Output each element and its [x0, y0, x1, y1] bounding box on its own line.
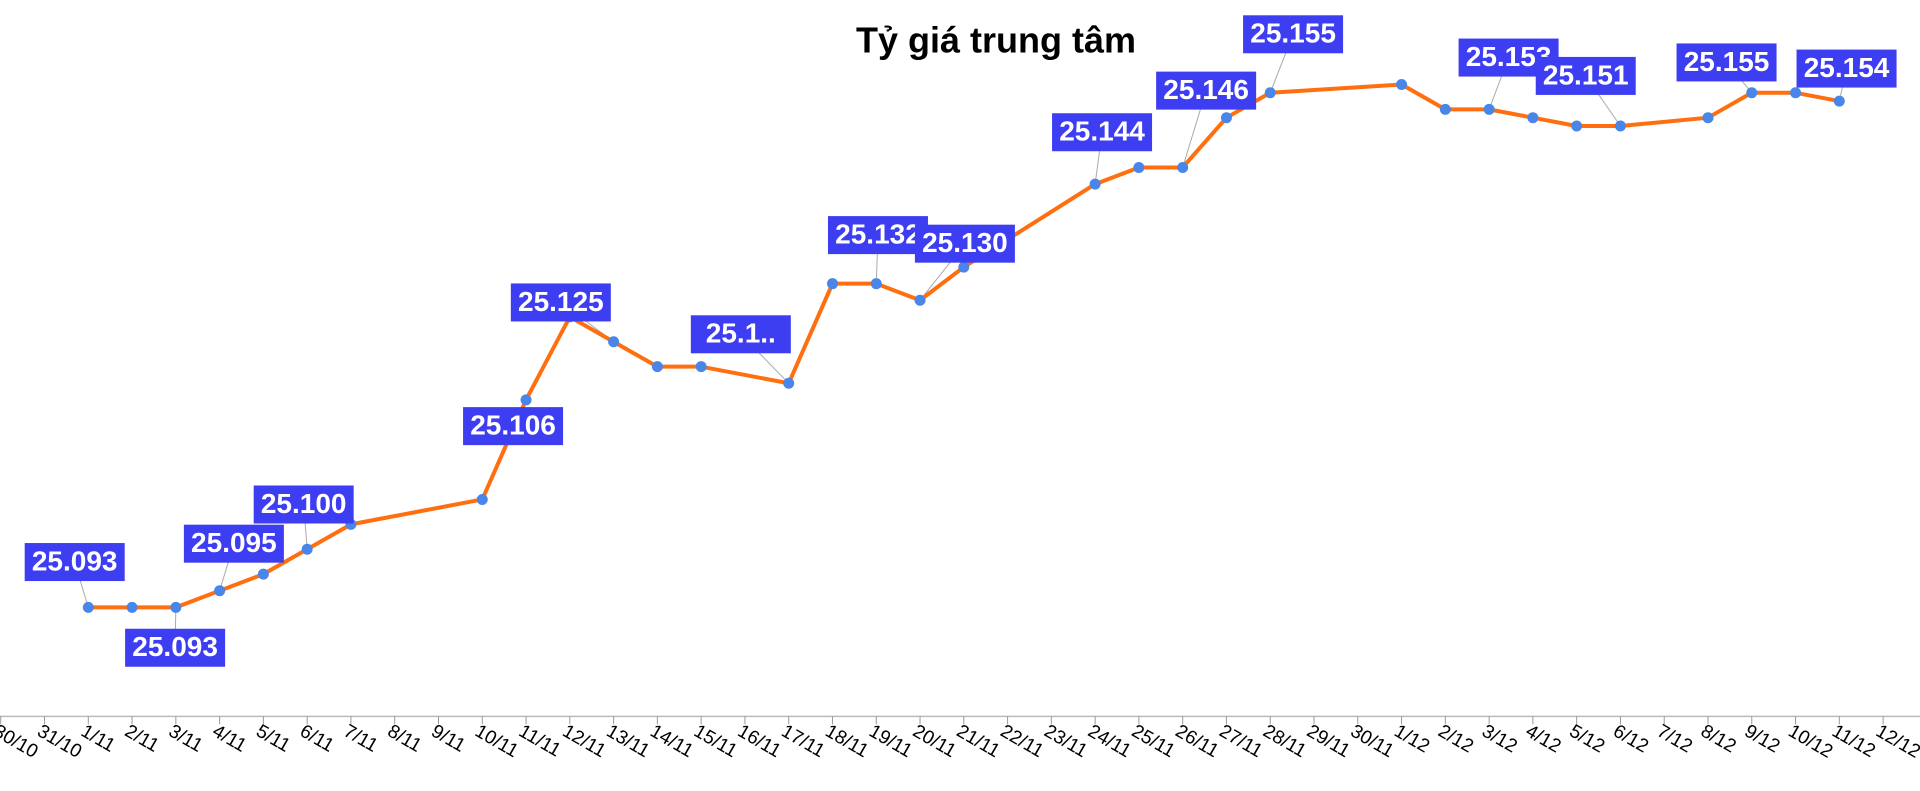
chart-title: Tỷ giá trung tâm — [856, 20, 1136, 61]
label-box — [183, 524, 284, 563]
data-line-group — [82, 78, 1845, 613]
data-point — [1483, 103, 1495, 115]
data-point — [1702, 112, 1714, 124]
data-point — [1614, 120, 1626, 132]
label-box — [1243, 15, 1344, 54]
data-label: 25.151 — [1543, 59, 1629, 90]
label-box — [690, 315, 791, 354]
label-box — [914, 224, 1015, 263]
data-point — [826, 278, 838, 290]
data-label: 25.146 — [1163, 74, 1249, 105]
data-point — [1133, 161, 1145, 173]
data-label: 25.100 — [261, 488, 347, 519]
label-box — [827, 216, 928, 255]
data-label: 25.155 — [1250, 18, 1336, 49]
label-box — [125, 628, 226, 667]
data-point — [1527, 112, 1539, 124]
data-point — [1089, 178, 1101, 190]
data-point — [82, 601, 94, 613]
label-box — [1676, 43, 1777, 82]
label-box — [253, 485, 354, 524]
data-point — [520, 394, 532, 406]
data-point — [476, 493, 488, 505]
data-point — [1746, 87, 1758, 99]
data-label: 25.125 — [518, 286, 604, 317]
label-box — [463, 407, 564, 446]
label-box — [1156, 71, 1257, 110]
data-point — [914, 294, 926, 306]
data-point — [608, 336, 620, 348]
data-point — [1396, 78, 1408, 90]
data-point — [170, 601, 182, 613]
data-point — [126, 601, 138, 613]
data-label: 25.132 — [835, 218, 921, 249]
data-label: 25.093 — [32, 545, 118, 576]
data-point — [958, 261, 970, 273]
data-point — [214, 585, 226, 597]
label-box — [24, 543, 125, 582]
data-point — [1220, 112, 1232, 124]
data-label: 25.155 — [1684, 46, 1770, 77]
data-label: 25.144 — [1059, 116, 1145, 147]
data-point — [301, 543, 313, 555]
data-point — [695, 361, 707, 373]
data-label: 25.095 — [191, 527, 277, 558]
data-point — [1790, 87, 1802, 99]
data-labels: 25.093 25.093 25.095 25.100 25.106 25.125 25.1… — [24, 15, 1897, 667]
data-label: 25.1.. — [706, 318, 776, 349]
data-point — [870, 278, 882, 290]
label-box — [1535, 56, 1636, 95]
data-label: 25.106 — [470, 410, 556, 441]
data-label: 25.130 — [922, 227, 1008, 258]
data-point — [651, 361, 663, 373]
label-box — [1052, 113, 1153, 152]
label-box — [510, 283, 611, 322]
data-point — [257, 568, 269, 580]
label-box — [1796, 49, 1897, 88]
data-label: 25.154 — [1804, 52, 1890, 83]
data-label: 25.093 — [132, 631, 218, 662]
data-point — [1571, 120, 1583, 132]
data-point — [1264, 87, 1276, 99]
data-point — [1177, 161, 1189, 173]
data-point — [783, 377, 795, 389]
data-point — [1833, 95, 1845, 107]
data-point — [1439, 103, 1451, 115]
